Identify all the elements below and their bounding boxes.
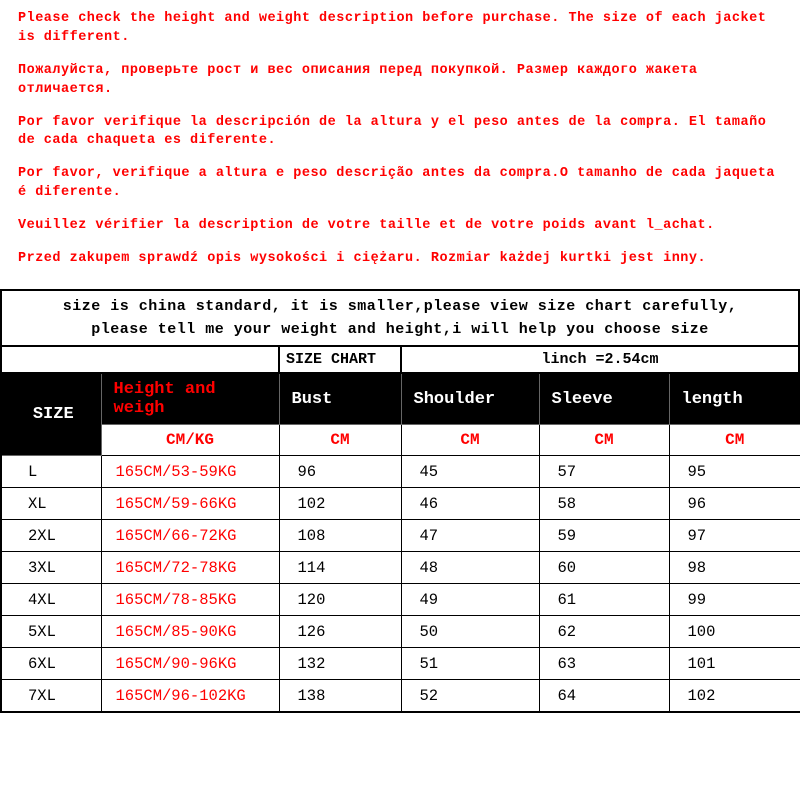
cell-sleeve: 61 bbox=[539, 584, 669, 616]
table-row: L 165CM/53-59KG 96 45 57 95 bbox=[1, 456, 800, 488]
unit-sleeve: CM bbox=[539, 425, 669, 456]
cell-bust: 120 bbox=[279, 584, 401, 616]
table-row: 4XL 165CM/78-85KG 120 49 61 99 bbox=[1, 584, 800, 616]
cell-length: 102 bbox=[669, 680, 800, 712]
cell-length: 98 bbox=[669, 552, 800, 584]
col-header-length: length bbox=[669, 373, 800, 425]
cell-shoulder: 48 bbox=[401, 552, 539, 584]
unit-row: CM/KG CM CM CM CM bbox=[1, 425, 800, 456]
cell-size: 4XL bbox=[1, 584, 101, 616]
cell-hw: 165CM/59-66KG bbox=[101, 488, 279, 520]
cell-size: 5XL bbox=[1, 616, 101, 648]
cell-bust: 96 bbox=[279, 456, 401, 488]
inch-conversion: linch =2.54cm bbox=[402, 347, 798, 372]
notice-text: Пожалуйста, проверьте рост и вес описани… bbox=[18, 62, 782, 100]
table-row: XL 165CM/59-66KG 102 46 58 96 bbox=[1, 488, 800, 520]
col-header-sleeve: Sleeve bbox=[539, 373, 669, 425]
cell-size: 3XL bbox=[1, 552, 101, 584]
cell-length: 95 bbox=[669, 456, 800, 488]
col-header-bust: Bust bbox=[279, 373, 401, 425]
cell-bust: 126 bbox=[279, 616, 401, 648]
cell-sleeve: 63 bbox=[539, 648, 669, 680]
mid-empty-cell bbox=[2, 347, 280, 372]
cell-length: 100 bbox=[669, 616, 800, 648]
cell-shoulder: 45 bbox=[401, 456, 539, 488]
cell-size: 7XL bbox=[1, 680, 101, 712]
mid-header-row: SIZE CHART linch =2.54cm bbox=[0, 345, 800, 372]
cell-sleeve: 62 bbox=[539, 616, 669, 648]
cell-shoulder: 46 bbox=[401, 488, 539, 520]
cell-hw: 165CM/96-102KG bbox=[101, 680, 279, 712]
size-table-body: L 165CM/53-59KG 96 45 57 95 XL 165CM/59-… bbox=[1, 456, 800, 712]
table-row: 7XL 165CM/96-102KG 138 52 64 102 bbox=[1, 680, 800, 712]
notice-text: Przed zakupem sprawdź opis wysokości i c… bbox=[18, 250, 782, 269]
notice-text: Please check the height and weight descr… bbox=[18, 10, 782, 48]
cell-size: L bbox=[1, 456, 101, 488]
instruction-box: size is china standard, it is smaller,pl… bbox=[0, 289, 800, 346]
cell-hw: 165CM/78-85KG bbox=[101, 584, 279, 616]
notice-text: Veuillez vérifier la description de votr… bbox=[18, 217, 782, 236]
instruction-line: size is china standard, it is smaller,pl… bbox=[8, 295, 792, 318]
cell-hw: 165CM/72-78KG bbox=[101, 552, 279, 584]
unit-bust: CM bbox=[279, 425, 401, 456]
size-chart-block: size is china standard, it is smaller,pl… bbox=[0, 289, 800, 713]
cell-sleeve: 57 bbox=[539, 456, 669, 488]
notice-text: Por favor verifique la descripción de la… bbox=[18, 114, 782, 152]
cell-length: 99 bbox=[669, 584, 800, 616]
cell-shoulder: 52 bbox=[401, 680, 539, 712]
cell-shoulder: 51 bbox=[401, 648, 539, 680]
cell-hw: 165CM/53-59KG bbox=[101, 456, 279, 488]
cell-bust: 108 bbox=[279, 520, 401, 552]
cell-bust: 114 bbox=[279, 552, 401, 584]
col-header-shoulder: Shoulder bbox=[401, 373, 539, 425]
cell-length: 101 bbox=[669, 648, 800, 680]
cell-size: 6XL bbox=[1, 648, 101, 680]
cell-hw: 165CM/66-72KG bbox=[101, 520, 279, 552]
cell-length: 96 bbox=[669, 488, 800, 520]
cell-length: 97 bbox=[669, 520, 800, 552]
table-row: 2XL 165CM/66-72KG 108 47 59 97 bbox=[1, 520, 800, 552]
col-header-hw: Height and weigh bbox=[101, 373, 279, 425]
cell-sleeve: 60 bbox=[539, 552, 669, 584]
cell-sleeve: 64 bbox=[539, 680, 669, 712]
col-header-size: SIZE bbox=[1, 373, 101, 456]
unit-shoulder: CM bbox=[401, 425, 539, 456]
cell-bust: 102 bbox=[279, 488, 401, 520]
cell-hw: 165CM/85-90KG bbox=[101, 616, 279, 648]
cell-bust: 132 bbox=[279, 648, 401, 680]
notice-text: Por favor, verifique a altura e peso des… bbox=[18, 165, 782, 203]
notice-block: Please check the height and weight descr… bbox=[0, 0, 800, 289]
cell-sleeve: 58 bbox=[539, 488, 669, 520]
cell-hw: 165CM/90-96KG bbox=[101, 648, 279, 680]
cell-size: XL bbox=[1, 488, 101, 520]
table-row: 5XL 165CM/85-90KG 126 50 62 100 bbox=[1, 616, 800, 648]
size-table: SIZE Height and weigh Bust Shoulder Slee… bbox=[0, 372, 800, 713]
table-row: 3XL 165CM/72-78KG 114 48 60 98 bbox=[1, 552, 800, 584]
cell-shoulder: 50 bbox=[401, 616, 539, 648]
instruction-line: please tell me your weight and height,i … bbox=[8, 318, 792, 341]
unit-length: CM bbox=[669, 425, 800, 456]
cell-sleeve: 59 bbox=[539, 520, 669, 552]
cell-shoulder: 49 bbox=[401, 584, 539, 616]
size-chart-label: SIZE CHART bbox=[280, 347, 402, 372]
cell-shoulder: 47 bbox=[401, 520, 539, 552]
cell-bust: 138 bbox=[279, 680, 401, 712]
cell-size: 2XL bbox=[1, 520, 101, 552]
table-row: 6XL 165CM/90-96KG 132 51 63 101 bbox=[1, 648, 800, 680]
header-row: SIZE Height and weigh Bust Shoulder Slee… bbox=[1, 373, 800, 425]
unit-hw: CM/KG bbox=[101, 425, 279, 456]
